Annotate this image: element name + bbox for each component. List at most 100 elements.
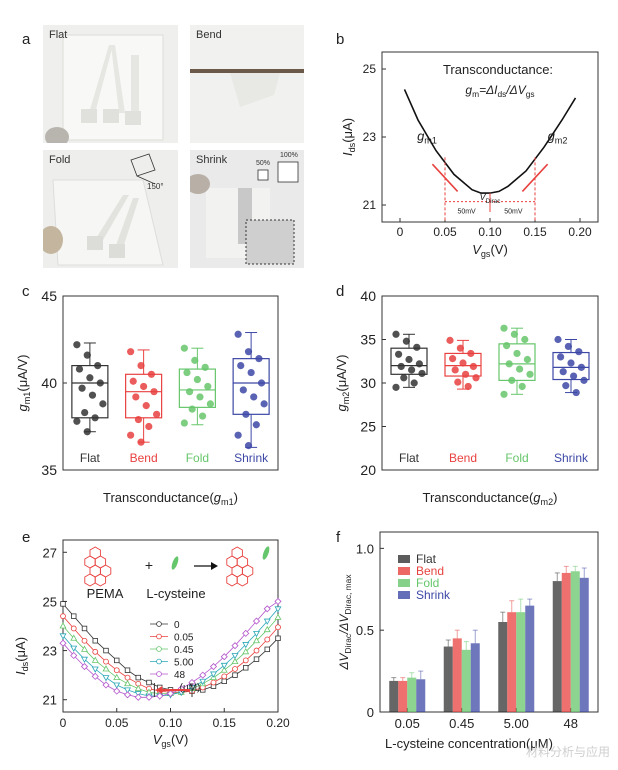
panel-f-category-label-48: 48 bbox=[564, 716, 578, 731]
panel-c-point bbox=[86, 374, 94, 382]
panel-d-point bbox=[523, 355, 532, 364]
panel-c-y-axis-label-part: m1 bbox=[22, 392, 32, 405]
panel-e-point bbox=[274, 597, 282, 605]
panel-d-x-axis-label-part: ) bbox=[553, 490, 557, 505]
panel-e-point bbox=[221, 673, 228, 680]
panel-c-point bbox=[153, 410, 161, 418]
panel-c-point bbox=[244, 442, 253, 450]
panel-d-point bbox=[580, 376, 588, 384]
panel-e-point bbox=[232, 672, 238, 678]
panel-e-point bbox=[91, 672, 99, 680]
panel-e-point bbox=[264, 636, 271, 643]
panel-d-point bbox=[516, 365, 524, 373]
panel-b-y-tick-label: 21 bbox=[363, 198, 377, 212]
panel-b-formula-part: g bbox=[465, 83, 472, 97]
panel-e-point bbox=[220, 653, 228, 661]
panel-c-point bbox=[137, 438, 145, 446]
panel-f-bar-fold-5.00 bbox=[516, 612, 526, 712]
panel-e-point bbox=[220, 666, 228, 673]
panel-e-point bbox=[70, 651, 78, 660]
panel-c-point bbox=[237, 362, 245, 370]
panel-c-point bbox=[142, 402, 150, 410]
panel-f-bar-fold-0.05 bbox=[407, 677, 417, 712]
panel-e-product-lattice bbox=[236, 573, 249, 587]
panel-c-point bbox=[242, 410, 250, 418]
panel-e-y-axis-label-part: ds bbox=[20, 661, 30, 671]
panel-e-point bbox=[81, 637, 88, 644]
panel-d-point bbox=[564, 342, 573, 351]
panel-e-y-tick-label: 25 bbox=[43, 594, 57, 609]
panel-e-point bbox=[70, 634, 78, 641]
panel-f-legend-swatch-flat bbox=[398, 555, 410, 563]
panel-e-point bbox=[59, 622, 67, 629]
panel-d-point bbox=[577, 363, 586, 371]
panel-d-point bbox=[462, 370, 470, 378]
panel-e-point bbox=[113, 682, 121, 689]
panel-f-bar-bend-0.45 bbox=[452, 638, 462, 712]
panel-e-x-tick-label: 0 bbox=[60, 716, 67, 730]
panel-c-point bbox=[196, 393, 204, 401]
panel-d-point bbox=[397, 362, 405, 371]
panel-e-point bbox=[124, 667, 131, 673]
panel-letter-b: b bbox=[336, 31, 344, 48]
panel-f-bar-bend-48 bbox=[561, 572, 571, 712]
photo-label-shrink: Shrink bbox=[196, 154, 228, 166]
panel-e-point bbox=[253, 656, 260, 662]
panel-d-point bbox=[518, 382, 526, 391]
panel-letter-c: c bbox=[22, 283, 30, 300]
panel-c-point bbox=[73, 417, 81, 425]
panel-c-point bbox=[257, 379, 266, 387]
panel-d-point bbox=[570, 372, 578, 380]
photo-label-fold: Fold bbox=[49, 154, 71, 166]
panel-d-point bbox=[392, 330, 400, 338]
panel-e-point bbox=[199, 671, 207, 679]
panel-c-point bbox=[91, 414, 99, 422]
panel-e-pema-lattice bbox=[94, 573, 107, 587]
panel-c-point bbox=[96, 379, 104, 387]
panel-c-x-axis-label: Transconductance(gm1) bbox=[103, 490, 238, 507]
panel-c-point bbox=[191, 356, 199, 364]
panel-c-y-axis-label-part: g bbox=[15, 403, 30, 411]
panel-b-y-axis-label-part: I bbox=[340, 152, 355, 156]
photo-shrink-small: 50% bbox=[256, 160, 271, 167]
panel-f-legend-label-bend: Bend bbox=[416, 564, 444, 578]
panel-d-point bbox=[413, 343, 421, 351]
panel-d-point bbox=[557, 353, 565, 361]
panel-d-point bbox=[400, 374, 408, 382]
panel-e-product-lattice bbox=[231, 546, 243, 560]
panel-e-point bbox=[80, 662, 89, 671]
panel-e-point bbox=[221, 678, 227, 684]
panel-d-y-axis-label-part: m2 bbox=[341, 392, 351, 405]
panel-d-y-tick-label: 25 bbox=[360, 419, 376, 435]
panel-f-category-label-0.45: 0.45 bbox=[449, 716, 474, 731]
panel-c-point bbox=[127, 348, 135, 356]
panel-e-point bbox=[274, 613, 282, 620]
panel-d-x-axis-label-part: g bbox=[533, 490, 541, 505]
panel-e-point bbox=[263, 618, 271, 625]
panel-d-point bbox=[464, 382, 472, 391]
panel-f-bar-bend-0.05 bbox=[398, 680, 408, 712]
panel-e-x-axis-label-part: V bbox=[153, 732, 163, 747]
panel-c-point bbox=[198, 412, 207, 420]
panel-f-bar-fold-0.45 bbox=[461, 649, 471, 712]
panel-c-point bbox=[201, 363, 209, 371]
panel-b-formula-part: =ΔI bbox=[479, 83, 498, 97]
panel-e-x-tick-label: 0.05 bbox=[105, 716, 129, 730]
panel-f-y-axis-label-part: ΔV bbox=[337, 652, 351, 670]
photo-fold: Fold 150° bbox=[43, 150, 178, 268]
panel-d-point bbox=[472, 374, 480, 382]
panel-e-point bbox=[210, 671, 217, 678]
panel-e-point bbox=[124, 674, 131, 681]
panel-e-y-tick-label: 23 bbox=[43, 644, 57, 659]
panel-e-point bbox=[231, 642, 239, 650]
panel-e-point bbox=[103, 658, 109, 665]
photo-label-flat: Flat bbox=[49, 29, 68, 41]
panel-e-point bbox=[81, 625, 88, 632]
panel-d-point bbox=[500, 390, 508, 398]
panel-c-point bbox=[83, 428, 91, 436]
panel-e-point bbox=[91, 656, 99, 663]
panel-b-formula-part: ds bbox=[497, 89, 506, 99]
watermark: 材料分析与应用 bbox=[525, 745, 610, 759]
panel-d-point bbox=[562, 382, 570, 390]
